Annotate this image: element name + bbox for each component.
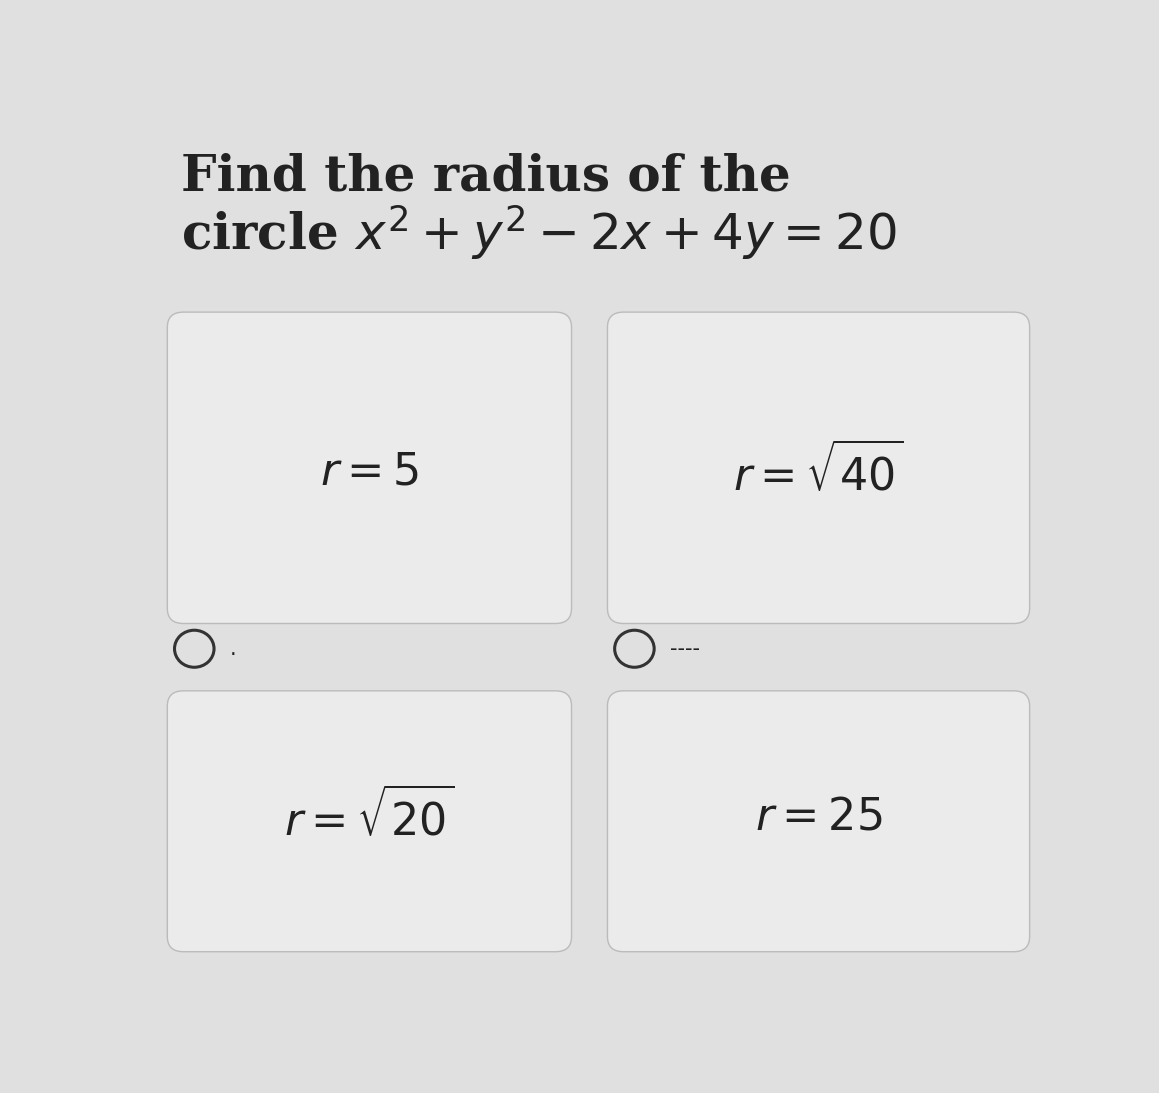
Text: ----: ----	[670, 638, 700, 659]
FancyBboxPatch shape	[167, 691, 571, 952]
Text: $r = 25$: $r = 25$	[755, 796, 882, 838]
FancyBboxPatch shape	[607, 313, 1029, 623]
Text: $r = 5$: $r = 5$	[320, 450, 420, 494]
Circle shape	[175, 631, 214, 667]
Text: circle $x^2 + y^2 - 2x + 4y = 20$: circle $x^2 + y^2 - 2x + 4y = 20$	[181, 202, 897, 261]
Text: $r = \sqrt{20}$: $r = \sqrt{20}$	[284, 789, 454, 845]
FancyBboxPatch shape	[607, 691, 1029, 952]
Text: .: .	[231, 638, 236, 659]
Text: $r = \sqrt{40}$: $r = \sqrt{40}$	[734, 444, 904, 501]
FancyBboxPatch shape	[167, 313, 571, 623]
Circle shape	[614, 631, 654, 667]
Text: Find the radius of the: Find the radius of the	[181, 152, 790, 201]
